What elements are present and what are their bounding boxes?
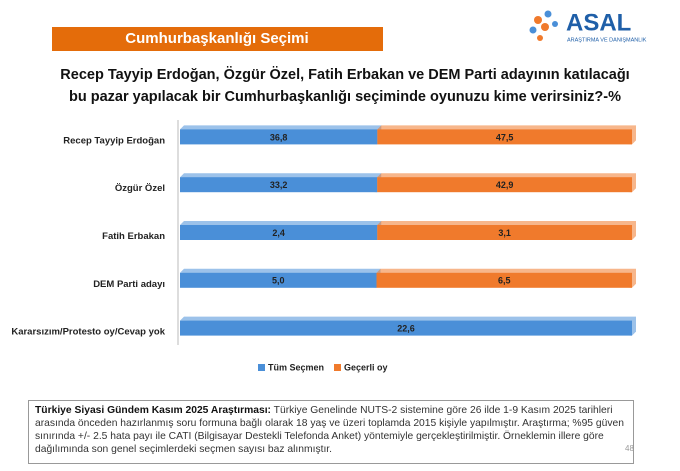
value-label: 22,6 (397, 323, 415, 333)
legend-label: Geçerli oy (344, 362, 388, 372)
logo-text: ASAL (566, 9, 631, 36)
legend-label: Tüm Seçmen (268, 362, 324, 372)
chart-title: Recep Tayyip Erdoğan, Özgür Özel, Fatih … (60, 66, 629, 83)
value-label: 42,9 (496, 180, 514, 190)
bar (180, 129, 378, 145)
y-tick-label: Kararsızım/Protesto oy/Cevap yok (11, 327, 165, 338)
legend-swatch (258, 364, 265, 371)
value-label: 3,1 (498, 228, 511, 238)
logo-icon (529, 10, 558, 41)
header-bar (52, 27, 383, 51)
value-label: 5,0 (272, 276, 285, 286)
bar (377, 129, 632, 145)
footer-lead: Türkiye Siyasi Gündem Kasım 2025 Araştır… (35, 405, 271, 416)
legend-swatch (334, 364, 341, 371)
y-tick-label: Recep Tayyip Erdoğan (63, 135, 165, 146)
bar (180, 225, 378, 240)
footer-note: Türkiye Siyasi Gündem Kasım 2025 Araştır… (28, 400, 634, 464)
value-label: 47,5 (496, 132, 514, 142)
chart-title: bu pazar yapılacak bir Cumhurbaşkanlığı … (69, 89, 621, 105)
logo-subtitle: ARAŞTIRMA VE DANIŞMANLIK (567, 37, 647, 43)
y-tick-label: DEM Parti adayı (93, 279, 165, 290)
header-title: Cumhurbaşkanlığı Seçimi (125, 30, 308, 47)
y-tick-label: Özgür Özel (115, 183, 165, 194)
value-label: 33,2 (270, 180, 288, 190)
y-tick-label: Fatih Erbakan (102, 231, 165, 242)
bar (377, 177, 632, 193)
bar (180, 177, 378, 193)
value-label: 2,4 (272, 228, 285, 238)
bar (180, 320, 632, 336)
value-label: 36,8 (270, 132, 288, 142)
page-number: 48 (625, 444, 634, 453)
value-label: 6,5 (498, 276, 511, 286)
footer-text: Türkiye Genelinde NUTS-2 sistemine göre … (35, 405, 624, 455)
bar (377, 225, 632, 240)
bar (180, 272, 377, 288)
bar (376, 272, 632, 288)
